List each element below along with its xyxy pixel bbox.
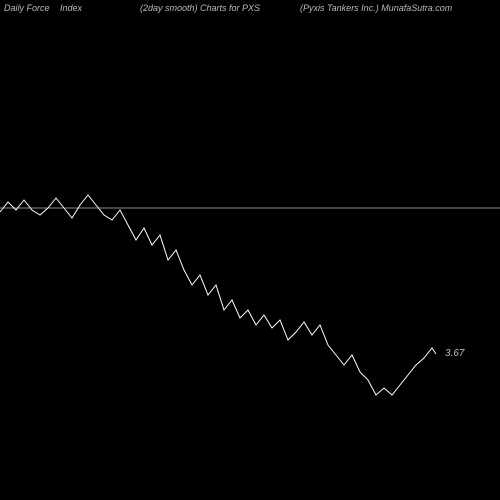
chart-header: Daily Force Index (2day smooth) Charts f…: [0, 0, 500, 16]
chart-area: [0, 0, 500, 500]
chart-background: [0, 0, 500, 500]
header-index-label: Index: [60, 3, 82, 13]
chart-container: Daily Force Index (2day smooth) Charts f…: [0, 0, 500, 500]
header-left-label: Daily Force: [4, 3, 50, 13]
chart-svg: [0, 0, 500, 500]
end-value-label: 3.67: [445, 348, 464, 359]
header-middle-label: (2day smooth) Charts for PXS: [140, 3, 260, 13]
header-right-label: (Pyxis Tankers Inc.) MunafaSutra.com: [300, 3, 452, 13]
